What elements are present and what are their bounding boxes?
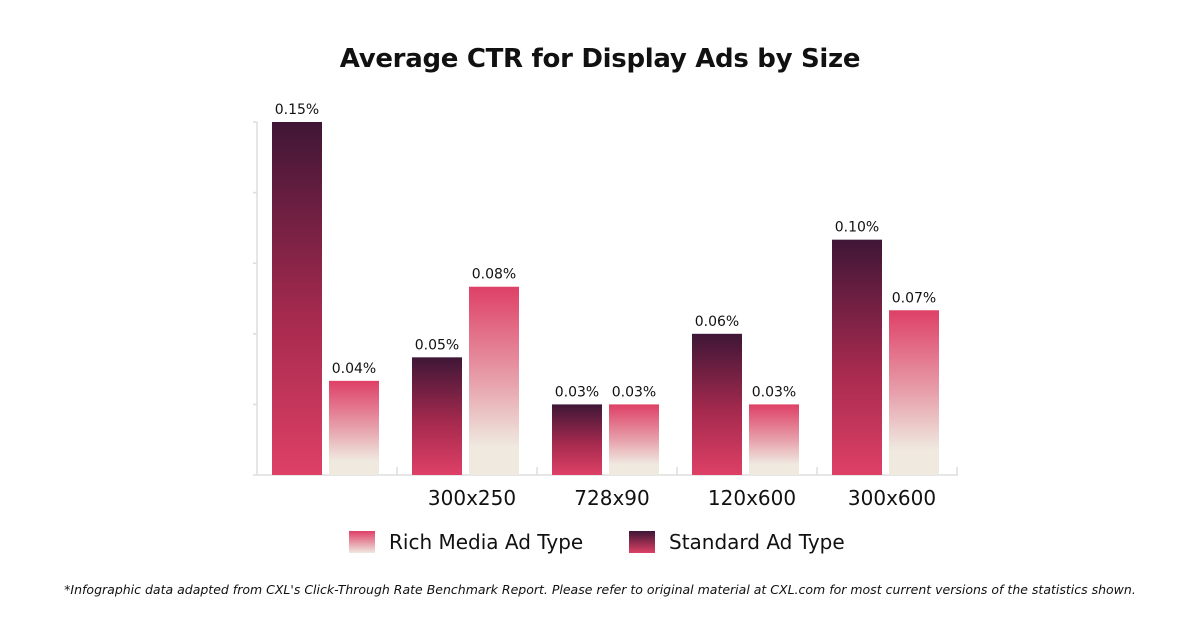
bar-rich-media [329, 380, 379, 475]
bar-standard [272, 122, 322, 475]
bar-rich-media [469, 286, 519, 475]
x-tick-label: 120x600 [708, 486, 796, 510]
legend-item-rich-media: Rich Media Ad Type [349, 530, 583, 554]
data-label: 0.07% [892, 290, 936, 306]
x-tick-label: 728x90 [574, 486, 649, 510]
legend-label-rich-media: Rich Media Ad Type [389, 530, 584, 554]
bar-standard [832, 239, 882, 475]
data-label: 0.04% [332, 361, 376, 377]
bar-rich-media [609, 404, 659, 475]
data-label: 0.10% [835, 220, 879, 236]
bar-standard [552, 404, 602, 475]
bar-rich-media [749, 404, 799, 475]
legend-swatch-rich-media [349, 531, 375, 553]
legend-item-standard: Standard Ad Type [629, 530, 845, 554]
x-tick-label: 300x250 [428, 486, 516, 510]
chart-title: Average CTR for Display Ads by Size [339, 44, 861, 74]
data-label: 0.15% [275, 102, 319, 118]
data-label: 0.03% [752, 384, 796, 400]
legend-label-standard: Standard Ad Type [669, 530, 845, 554]
bar-standard [412, 357, 462, 475]
data-label: 0.05% [415, 337, 459, 353]
data-label: 0.03% [612, 384, 656, 400]
data-label: 0.08% [472, 267, 516, 283]
bar-standard [692, 333, 742, 475]
data-label: 0.06% [695, 314, 739, 330]
x-tick-label: 300x600 [848, 486, 936, 510]
bar-rich-media [889, 310, 939, 475]
data-label: 0.03% [555, 384, 599, 400]
footnote: *Infographic data adapted from CXL's Cli… [64, 582, 1136, 597]
legend-swatch-standard [629, 531, 655, 553]
